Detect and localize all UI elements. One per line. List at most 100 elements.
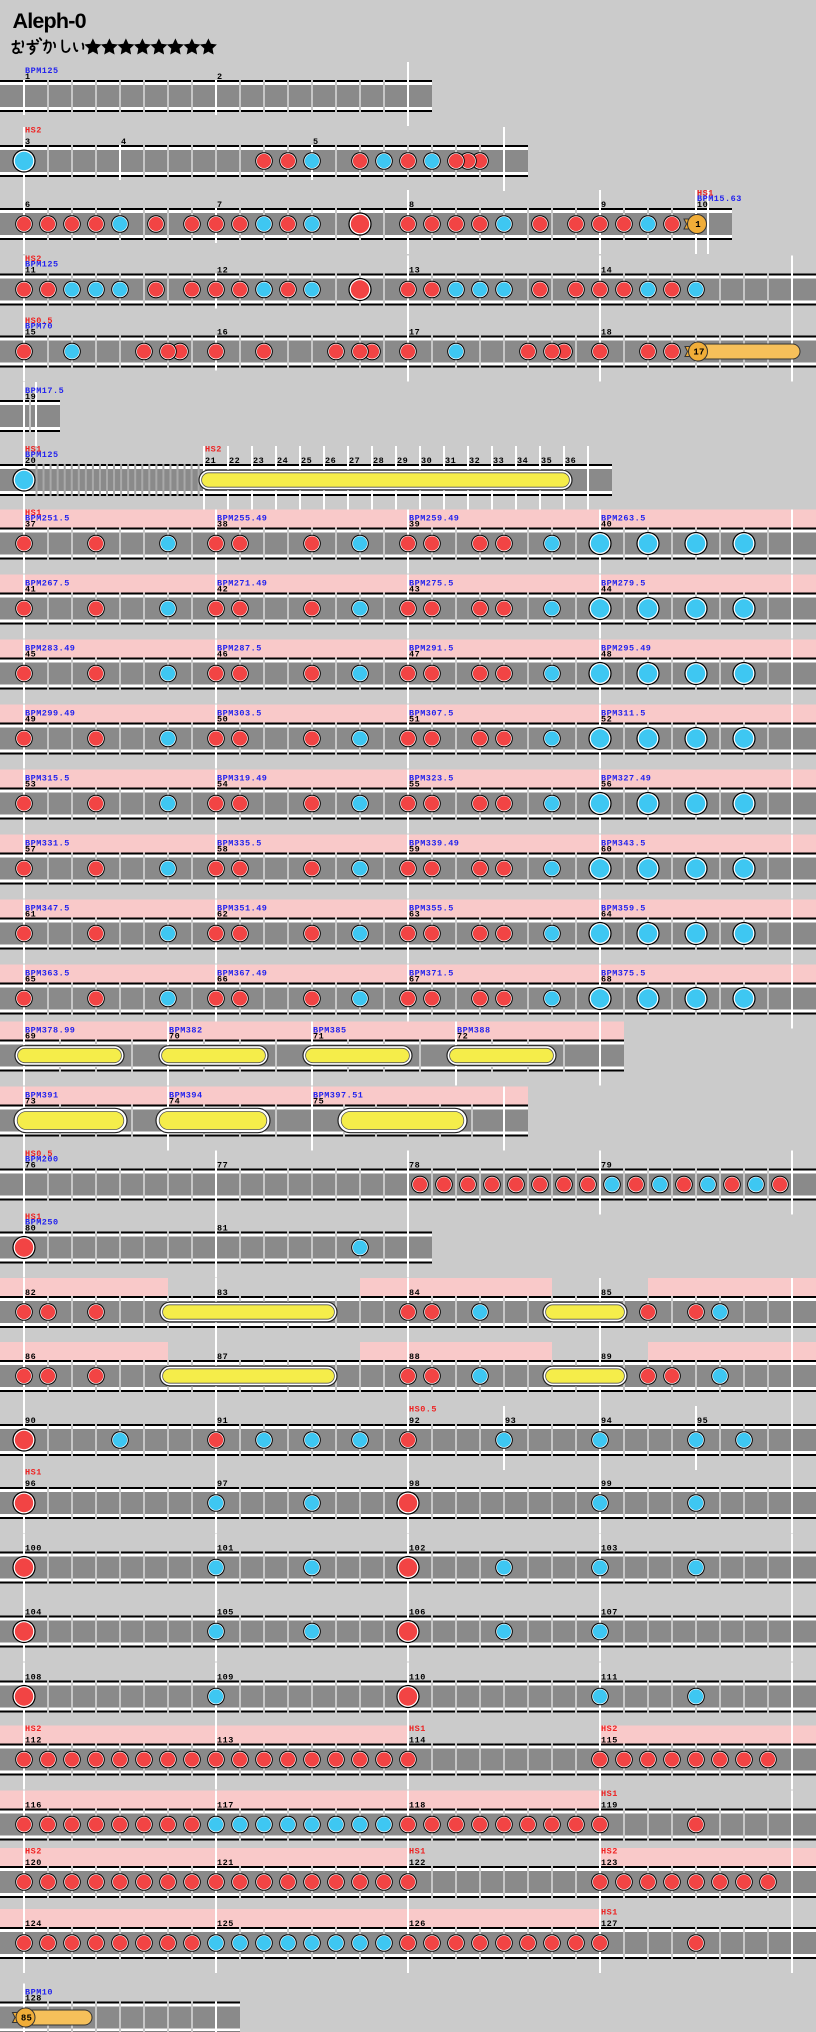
svg-text:38: 38 [217, 520, 228, 530]
svg-text:16: 16 [217, 328, 228, 338]
svg-text:BPM378.99: BPM378.99 [25, 1026, 75, 1036]
svg-text:47: 47 [409, 650, 420, 660]
svg-text:123: 123 [601, 1858, 618, 1868]
svg-text:BPM303.5: BPM303.5 [217, 709, 262, 719]
svg-text:128: 128 [25, 1994, 42, 2004]
svg-text:80: 80 [25, 1224, 36, 1234]
svg-text:89: 89 [601, 1352, 612, 1362]
svg-text:BPM250: BPM250 [25, 1218, 59, 1228]
svg-text:HS2: HS2 [25, 1847, 42, 1857]
svg-text:BPM359.5: BPM359.5 [601, 904, 646, 914]
svg-text:BPM295.49: BPM295.49 [601, 644, 651, 654]
svg-text:HS1: HS1 [697, 189, 714, 199]
svg-text:53: 53 [25, 780, 36, 790]
svg-text:HS1: HS1 [25, 1212, 42, 1222]
svg-text:BPM287.5: BPM287.5 [217, 644, 262, 654]
svg-text:BPM255.49: BPM255.49 [217, 514, 267, 524]
svg-text:1: 1 [25, 72, 31, 82]
svg-text:93: 93 [505, 1416, 516, 1426]
svg-text:BPM17.5: BPM17.5 [25, 386, 64, 396]
svg-text:99: 99 [601, 1479, 612, 1489]
svg-text:73: 73 [25, 1097, 36, 1107]
svg-text:11: 11 [25, 266, 36, 276]
svg-text:BPM327.49: BPM327.49 [601, 774, 651, 784]
svg-text:106: 106 [409, 1608, 426, 1618]
svg-text:76: 76 [25, 1161, 36, 1171]
svg-text:91: 91 [217, 1416, 228, 1426]
svg-text:67: 67 [409, 975, 420, 985]
svg-text:114: 114 [409, 1736, 426, 1746]
svg-text:120: 120 [25, 1858, 42, 1868]
svg-text:21: 21 [205, 456, 216, 466]
svg-text:58: 58 [217, 845, 228, 855]
svg-text:103: 103 [601, 1544, 618, 1554]
svg-text:54: 54 [217, 780, 228, 790]
svg-text:98: 98 [409, 1479, 420, 1489]
svg-text:BPM382: BPM382 [169, 1026, 203, 1036]
svg-text:49: 49 [25, 715, 36, 725]
svg-text:HS0.5: HS0.5 [25, 316, 53, 326]
svg-text:BPM331.5: BPM331.5 [25, 839, 70, 849]
svg-text:82: 82 [25, 1288, 36, 1298]
svg-text:27: 27 [349, 456, 360, 466]
svg-text:92: 92 [409, 1416, 420, 1426]
svg-text:17: 17 [409, 328, 420, 338]
svg-text:BPM70: BPM70 [25, 322, 53, 332]
svg-text:5: 5 [313, 137, 319, 147]
svg-text:115: 115 [601, 1736, 618, 1746]
svg-text:108: 108 [25, 1673, 42, 1683]
svg-text:104: 104 [25, 1608, 42, 1618]
svg-text:111: 111 [601, 1673, 618, 1683]
svg-text:72: 72 [457, 1032, 468, 1042]
svg-text:117: 117 [217, 1801, 234, 1811]
svg-text:Aleph-0: Aleph-0 [13, 9, 87, 33]
svg-text:33: 33 [493, 456, 504, 466]
svg-text:HS1: HS1 [601, 1908, 618, 1918]
svg-text:110: 110 [409, 1673, 426, 1683]
svg-text:BPM339.49: BPM339.49 [409, 839, 459, 849]
svg-text:BPM271.49: BPM271.49 [217, 579, 267, 589]
svg-text:57: 57 [25, 845, 36, 855]
svg-text:25: 25 [301, 456, 312, 466]
svg-text:46: 46 [217, 650, 228, 660]
svg-text:BPM311.5: BPM311.5 [601, 709, 646, 719]
svg-text:28: 28 [373, 456, 384, 466]
svg-text:48: 48 [601, 650, 612, 660]
svg-text:55: 55 [409, 780, 420, 790]
svg-text:84: 84 [409, 1288, 420, 1298]
svg-text:96: 96 [25, 1479, 36, 1489]
svg-text:78: 78 [409, 1161, 420, 1171]
svg-text:64: 64 [601, 910, 612, 920]
svg-text:97: 97 [217, 1479, 228, 1489]
svg-text:BPM335.5: BPM335.5 [217, 839, 262, 849]
svg-text:68: 68 [601, 975, 612, 985]
svg-text:BPM363.5: BPM363.5 [25, 969, 70, 979]
svg-text:2: 2 [217, 72, 223, 82]
svg-text:BPM355.5: BPM355.5 [409, 904, 454, 914]
svg-text:32: 32 [469, 456, 480, 466]
svg-text:36: 36 [565, 456, 576, 466]
svg-text:8: 8 [409, 200, 415, 210]
svg-text:75: 75 [313, 1097, 324, 1107]
svg-text:52: 52 [601, 715, 612, 725]
svg-text:BPM283.49: BPM283.49 [25, 644, 75, 654]
svg-text:BPM125: BPM125 [25, 450, 59, 460]
svg-text:15: 15 [25, 328, 36, 338]
svg-text:22: 22 [229, 456, 240, 466]
svg-text:61: 61 [25, 910, 36, 920]
svg-text:51: 51 [409, 715, 420, 725]
svg-text:BPM263.5: BPM263.5 [601, 514, 646, 524]
svg-text:37: 37 [25, 520, 36, 530]
svg-text:74: 74 [169, 1097, 180, 1107]
svg-text:63: 63 [409, 910, 420, 920]
svg-text:85: 85 [601, 1288, 612, 1298]
svg-text:127: 127 [601, 1919, 618, 1929]
svg-text:BPM251.5: BPM251.5 [25, 514, 70, 524]
svg-text:102: 102 [409, 1544, 426, 1554]
svg-text:116: 116 [25, 1801, 42, 1811]
svg-text:BPM388: BPM388 [457, 1026, 491, 1036]
svg-text:100: 100 [25, 1544, 42, 1554]
svg-text:60: 60 [601, 845, 612, 855]
svg-text:BPM279.5: BPM279.5 [601, 579, 646, 589]
svg-text:59: 59 [409, 845, 420, 855]
